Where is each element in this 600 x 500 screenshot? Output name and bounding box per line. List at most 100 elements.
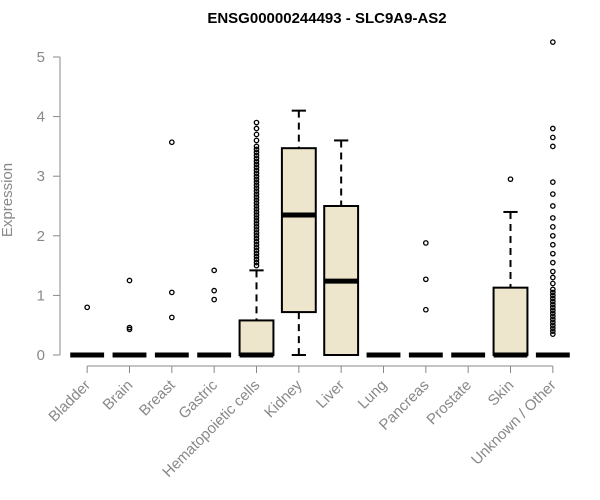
outlier-point [549,215,556,221]
box [492,286,529,357]
outlier-point [253,226,260,233]
outlier-point [126,324,133,331]
outlier-point [84,304,91,311]
outlier-point [549,307,556,314]
x-tick-label: Breast [136,376,179,419]
outlier-point [253,185,260,191]
outlier-point [549,179,556,186]
outlier-point [549,280,556,287]
outlier-point [253,179,260,186]
outlier-point [253,212,260,218]
outlier-point [549,232,556,239]
outlier-point [549,274,556,281]
outlier-point [253,238,260,245]
outlier-point [549,286,556,293]
outlier-point [549,295,556,302]
outlier-point [253,250,260,257]
y-tick-label: 3 [37,168,45,185]
outlier-point [168,314,175,321]
box [280,147,317,314]
x-tick-label: Bladder [45,377,94,426]
outlier-point [253,221,260,227]
y-tick-label: 4 [37,109,45,126]
outlier-point [253,161,260,168]
outlier-point [168,289,175,296]
y-tick-label: 1 [37,287,45,304]
outlier-point [253,176,260,183]
outlier-point [253,224,260,230]
outlier-point [422,276,429,283]
outlier-point [253,158,260,165]
x-tick-label: Liver [313,377,348,412]
outlier-point [549,319,556,326]
outlier-point [549,310,556,317]
outlier-point [549,301,556,308]
outlier-point [549,292,556,299]
outlier-point [253,259,260,266]
y-tick-label: 2 [37,228,45,245]
outlier-point [253,143,260,150]
outlier-point [549,325,556,332]
outlier-point [253,131,260,138]
outlier-point [253,215,260,221]
x-tick-label: Kidney [261,376,306,421]
outlier-point [253,170,260,177]
outlier-point [211,296,218,303]
outlier-point [253,194,260,200]
y-tick-label: 0 [37,347,45,364]
outlier-point [253,262,260,269]
outlier-point [549,224,556,230]
outlier-point [253,173,260,180]
outlier-point [253,232,260,239]
outlier-point [253,146,260,153]
y-tick-label: 5 [37,49,45,66]
outlier-point [549,289,556,296]
outlier-point [168,139,175,146]
outlier-point [549,39,556,45]
outlier-point [253,253,260,260]
y-axis-label: Expression [0,163,16,237]
x-tick-label: Brain [100,377,137,414]
outlier-point [549,331,556,337]
outlier-point [253,218,260,224]
outlier-point [253,229,260,236]
outlier-point [253,152,260,159]
box [238,319,275,357]
outlier-point [253,200,260,206]
outlier-point [253,125,260,132]
x-tick-label: Lung [355,377,391,413]
chart-title: ENSG00000244493 - SLC9A9-AS2 [207,10,446,27]
outlier-point [253,155,260,162]
outlier-point [549,304,556,311]
outlier-point [422,306,429,313]
outlier-point [253,119,260,126]
outlier-point [253,209,260,215]
outlier-point [211,287,218,294]
outlier-point [253,247,260,254]
outlier-point [253,244,260,251]
outlier-point [253,203,260,209]
outlier-point [549,241,556,248]
outlier-point [253,137,260,144]
outlier-point [253,188,260,194]
outlier-point [549,203,556,209]
outlier-point [549,316,556,323]
outlier-point [549,250,556,257]
outlier-point [549,134,556,141]
outlier-point [422,240,429,246]
x-tick-label: Skin [485,377,518,410]
outlier-point [549,259,556,266]
outlier-point [211,267,218,274]
outlier-point [549,298,556,305]
outlier-point [253,167,260,174]
outlier-point [507,176,514,183]
outlier-point [253,164,260,171]
outlier-point [549,143,556,150]
x-tick-label: Prostate [423,377,475,429]
outlier-point [253,149,260,156]
outlier-point [549,322,556,329]
outlier-point [253,197,260,203]
